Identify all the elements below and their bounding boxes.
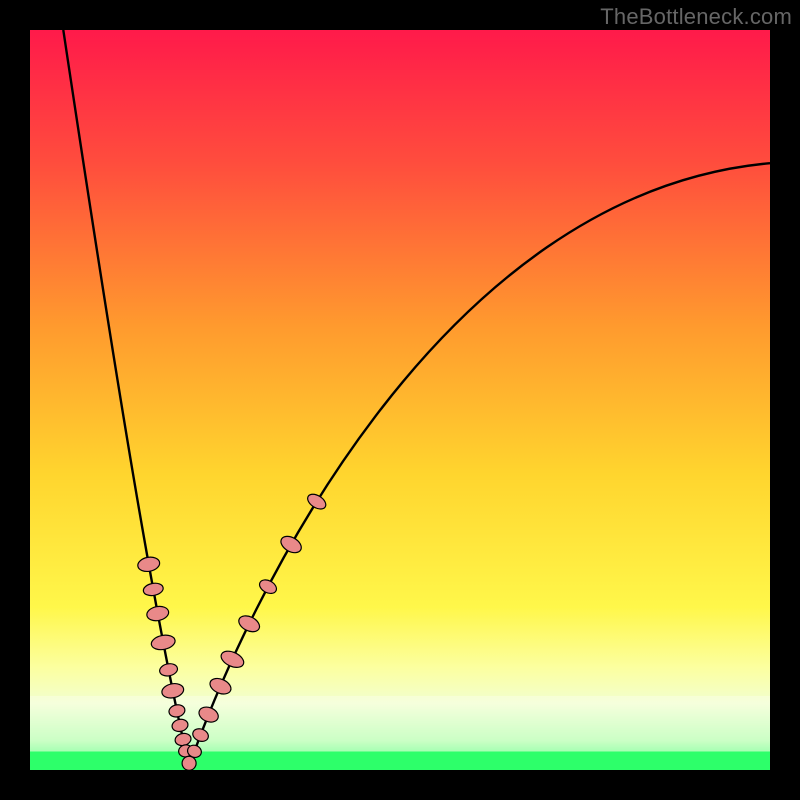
pale-band xyxy=(30,696,770,752)
green-band xyxy=(30,752,770,771)
bottleneck-chart xyxy=(0,0,800,800)
chart-root: TheBottleneck.com xyxy=(0,0,800,800)
marker xyxy=(182,756,196,770)
attribution-label: TheBottleneck.com xyxy=(600,4,792,30)
gradient-panel xyxy=(30,30,770,770)
